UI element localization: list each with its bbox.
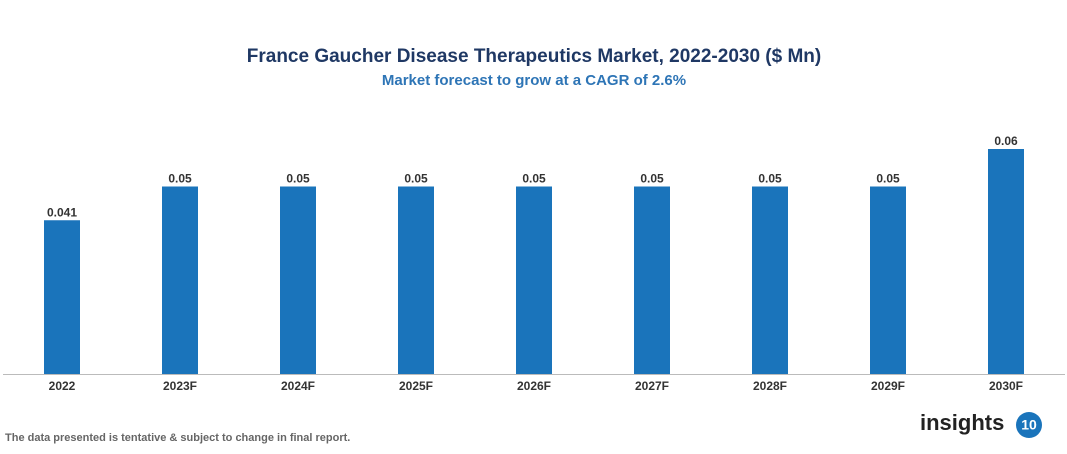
x-tick-label: 2030F [989, 379, 1023, 393]
x-tick-label: 2028F [753, 379, 787, 393]
value-label: 0.05 [876, 172, 900, 186]
bar [634, 186, 670, 374]
x-tick-label: 2024F [281, 379, 315, 393]
footnote: The data presented is tentative & subjec… [5, 432, 350, 444]
value-label: 0.05 [640, 172, 664, 186]
x-tick-label: 2022 [49, 379, 76, 393]
value-label: 0.05 [758, 172, 782, 186]
value-label: 0.05 [522, 172, 546, 186]
value-label: 0.041 [47, 205, 77, 219]
bar [44, 220, 80, 374]
logo-text: insights [920, 410, 1004, 435]
bar [280, 186, 316, 374]
bar [516, 186, 552, 374]
bar [398, 186, 434, 374]
logo-badge [1016, 412, 1042, 438]
x-tick-label: 2023F [163, 379, 197, 393]
bar [870, 186, 906, 374]
bar [752, 186, 788, 374]
logo-badge-text: 10 [1021, 417, 1037, 433]
x-tick-label: 2027F [635, 379, 669, 393]
chart-subtitle: Market forecast to grow at a CAGR of 2.6… [382, 72, 686, 89]
value-label: 0.06 [994, 134, 1018, 148]
bar [162, 186, 198, 374]
x-tick-label: 2029F [871, 379, 905, 393]
value-label: 0.05 [404, 172, 428, 186]
bar [988, 149, 1024, 374]
x-tick-label: 2025F [399, 379, 433, 393]
x-tick-label: 2026F [517, 379, 551, 393]
value-label: 0.05 [286, 172, 310, 186]
value-label: 0.05 [168, 172, 192, 186]
chart-title: France Gaucher Disease Therapeutics Mark… [247, 46, 821, 67]
